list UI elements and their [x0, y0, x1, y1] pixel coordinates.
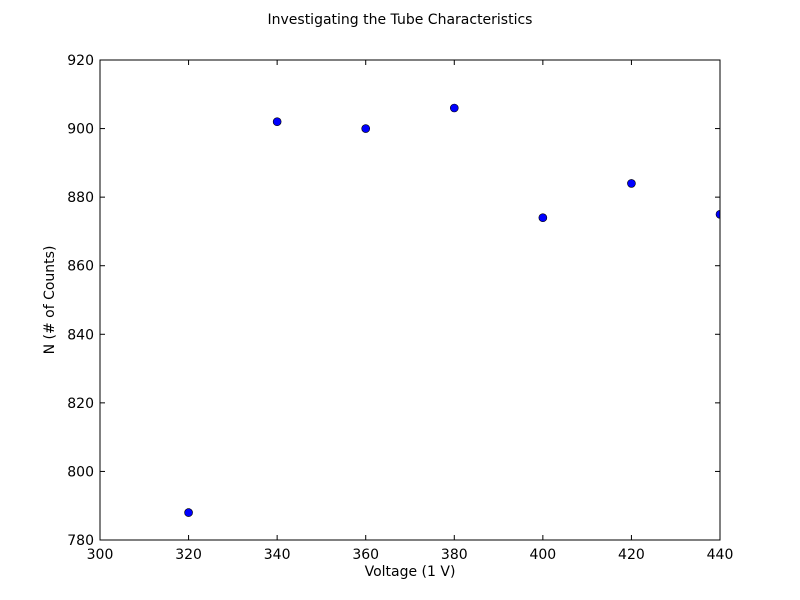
- x-tick-label: 300: [87, 547, 114, 563]
- y-tick-label: 920: [67, 53, 94, 69]
- data-point: [538, 213, 548, 223]
- y-tick-label: 840: [67, 327, 94, 343]
- data-point: [361, 124, 371, 133]
- x-axis: 300 320 340 360 380 400 420 440: [87, 60, 734, 563]
- x-tick-label: 360: [352, 547, 379, 563]
- data-point: [715, 209, 720, 219]
- data-points: [184, 103, 720, 517]
- y-tick-label: 780: [67, 533, 94, 549]
- x-tick-label: 380: [441, 547, 468, 563]
- y-tick-label: 880: [67, 190, 94, 206]
- chart-title: Investigating the Tube Characteristics: [268, 12, 533, 28]
- data-point: [627, 179, 636, 188]
- y-tick-label: 900: [67, 122, 94, 138]
- y-tick-label: 860: [67, 259, 94, 275]
- x-tick-label: 340: [264, 547, 291, 563]
- x-tick-label: 420: [618, 547, 645, 563]
- data-point: [184, 508, 193, 517]
- y-tick-label: 800: [67, 464, 94, 480]
- y-tick-label: 820: [67, 396, 94, 412]
- plot-frame: [99, 59, 721, 541]
- x-tick-label: 400: [529, 547, 556, 563]
- x-tick-label: 320: [175, 547, 202, 563]
- data-point: [272, 117, 282, 127]
- x-axis-label: Voltage (1 V): [365, 564, 456, 580]
- y-axis: 780 800 820 840 860 880 900 920: [67, 53, 720, 549]
- x-tick-label: 440: [707, 547, 734, 563]
- data-point: [449, 103, 459, 113]
- y-axis-label: N (# of Counts): [42, 246, 58, 355]
